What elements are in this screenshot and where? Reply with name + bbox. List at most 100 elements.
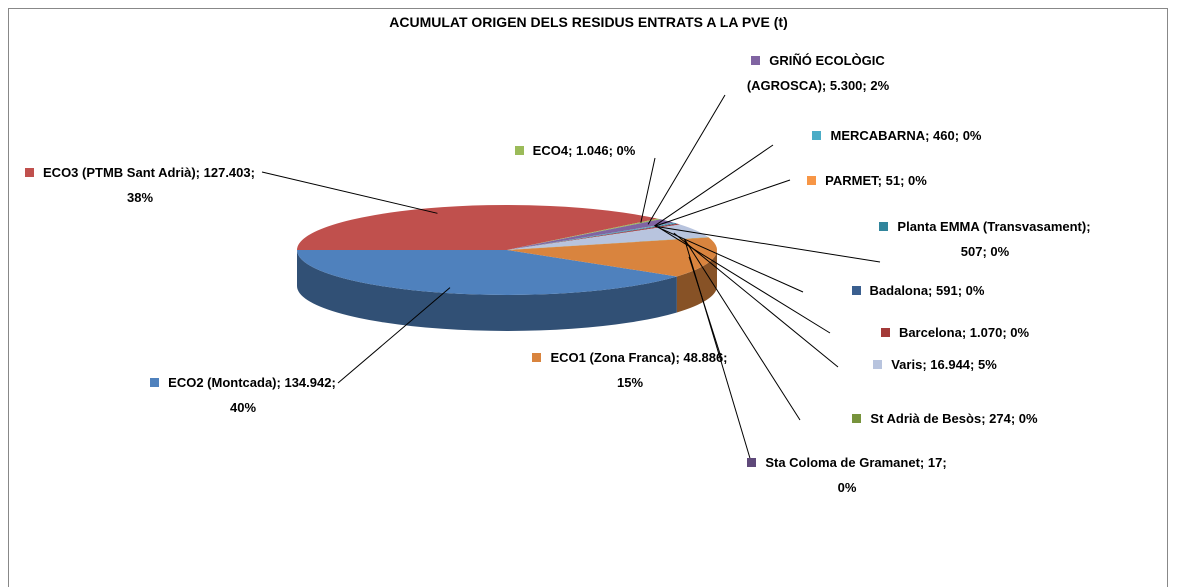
label-percent: 2% <box>870 78 890 93</box>
label-category: Badalona <box>869 283 929 298</box>
label-separator: ; <box>608 143 617 158</box>
label-value: 1.046 <box>576 143 609 158</box>
legend-marker <box>807 176 817 185</box>
leader-line <box>656 226 804 293</box>
label-separator: ; <box>195 165 204 180</box>
data-label: PARMET; 51; 0% <box>792 168 942 193</box>
label-value: 17 <box>927 455 943 470</box>
legend-marker <box>532 353 542 362</box>
label-value: 48.886 <box>683 350 724 365</box>
slice <box>507 237 709 250</box>
label-value: 5.300 <box>829 78 863 93</box>
label-percent: 5% <box>977 357 997 372</box>
data-label: Barcelona; 1.070; 0% <box>845 320 1065 345</box>
slice <box>507 222 676 250</box>
legend-marker <box>25 168 35 177</box>
label-percent: 38% <box>126 190 154 205</box>
label-percent: 0% <box>616 143 636 158</box>
legend-marker <box>150 378 160 387</box>
label-separator: ; <box>981 411 990 426</box>
label-separator: ; <box>925 128 934 143</box>
label-category: Planta EMMA (Transvasament) <box>897 219 1087 234</box>
leader-line <box>654 179 791 227</box>
label-separator: ; <box>954 128 963 143</box>
data-label: Planta EMMA (Transvasament); 507; 0% <box>870 214 1100 264</box>
label-value: 16.944 <box>930 357 971 372</box>
slice <box>507 223 677 250</box>
label-value: 127.403 <box>203 165 251 180</box>
label-category: St Adrià de Besòs <box>870 411 982 426</box>
slice-side <box>297 250 677 331</box>
legend-marker <box>747 458 757 467</box>
slice <box>507 223 681 250</box>
slice <box>507 223 678 250</box>
legend-marker <box>751 56 761 65</box>
label-separator: ; <box>1086 219 1091 234</box>
label-category: ECO2 (Montcada) <box>168 375 277 390</box>
label-separator: ; <box>675 350 684 365</box>
label-category: GRIÑÓ ECOLÒGIC (AGROSCA) <box>746 53 885 93</box>
legend-marker <box>812 131 822 140</box>
label-separator: ; <box>276 375 285 390</box>
label-percent: 15% <box>616 375 644 390</box>
data-label: ECO2 (Montcada); 134.942; 40% <box>148 370 338 420</box>
label-separator: ; <box>922 357 931 372</box>
label-percent: 0% <box>1018 411 1038 426</box>
slice <box>507 237 709 250</box>
label-value: 460 <box>933 128 955 143</box>
label-category: MERCABARNA <box>830 128 926 143</box>
label-separator: ; <box>1010 411 1019 426</box>
slice <box>507 237 717 277</box>
leader-line <box>654 144 774 227</box>
label-separator: ; <box>928 283 936 298</box>
label-separator: ; <box>568 143 577 158</box>
label-value: 507 <box>960 244 983 259</box>
legend-marker <box>852 414 862 423</box>
leader-line <box>647 94 726 225</box>
label-separator: ; <box>982 244 991 259</box>
chart-frame <box>8 8 1168 587</box>
leader-line <box>655 225 881 263</box>
slice <box>297 205 658 251</box>
slice <box>507 222 675 250</box>
leader-line <box>337 287 451 384</box>
label-category: Varis <box>891 357 923 372</box>
data-label: ECO1 (Zona Franca); 48.886; 15% <box>530 345 730 395</box>
slice <box>507 219 674 250</box>
legend-marker <box>514 146 524 155</box>
label-value: 1.070 <box>969 325 1003 340</box>
leader-line <box>261 171 438 214</box>
label-separator: ; <box>1002 325 1011 340</box>
label-category: ECO1 (Zona Franca) <box>550 350 676 365</box>
label-separator: ; <box>250 165 255 180</box>
label-category: Sta Coloma de Gramanet <box>765 455 920 470</box>
data-label: Sta Coloma de Gramanet; 17; 0% <box>742 450 952 500</box>
label-separator: ; <box>961 325 970 340</box>
label-separator: ; <box>862 78 871 93</box>
leader-line <box>640 157 656 223</box>
leader-line <box>657 226 831 334</box>
leader-line <box>688 256 723 361</box>
data-label: Varis; 16.944; 5% <box>850 352 1020 377</box>
data-label: ECO4; 1.046; 0% <box>490 138 660 163</box>
label-separator: ; <box>723 350 728 365</box>
label-separator: ; <box>821 78 830 93</box>
data-label: Badalona; 591; 0% <box>818 278 1018 303</box>
label-category: PARMET <box>825 173 878 188</box>
label-separator: ; <box>942 455 947 470</box>
label-percent: 40% <box>229 400 257 415</box>
legend-marker <box>851 286 861 295</box>
label-value: 134.942 <box>284 375 332 390</box>
slice <box>507 218 661 250</box>
leader-line <box>673 232 839 368</box>
label-value: 51 <box>885 173 901 188</box>
data-label: MERCABARNA; 460; 0% <box>782 123 1012 148</box>
label-percent: 0% <box>990 244 1010 259</box>
label-separator: ; <box>331 375 336 390</box>
label-separator: ; <box>957 283 966 298</box>
label-separator: ; <box>900 173 909 188</box>
label-percent: 0% <box>962 128 982 143</box>
label-percent: 0% <box>908 173 927 188</box>
data-label: St Adrià de Besòs; 274; 0% <box>815 406 1075 431</box>
